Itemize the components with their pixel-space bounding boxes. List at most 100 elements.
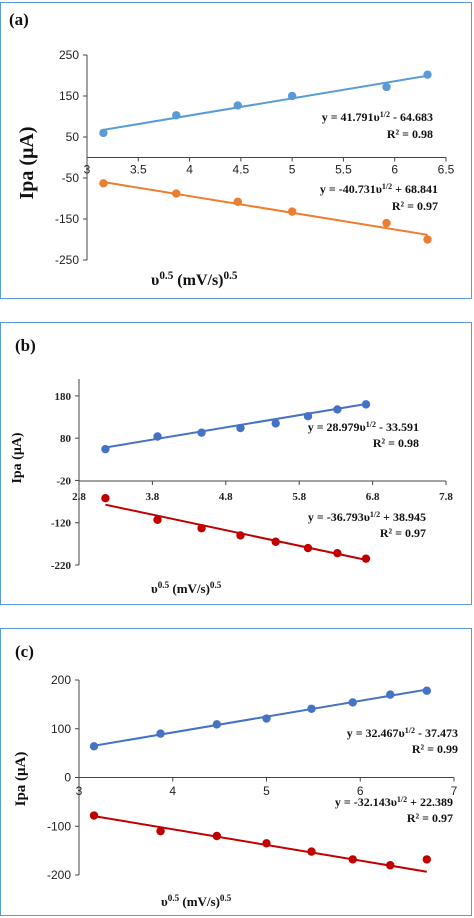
data-point (153, 515, 162, 524)
data-point (303, 543, 313, 553)
data-point (348, 698, 357, 707)
x-axis-title: υ0.5 (mV/s)0.5 (161, 893, 232, 909)
panel-c: (c) 200 100 0 -100 -200 3 4 5 6 7 Ipa (μA) υ0.5 (mV/… (0, 628, 472, 916)
data-point (307, 704, 316, 713)
data-point (101, 494, 110, 503)
panel-b: (b) 180 80 -20 -120 -220 2.8 3.8 4.8 5.8 6.8 7.8 Ipa… (0, 322, 472, 605)
x-tick-label: 3 (84, 163, 91, 177)
data-point (153, 432, 162, 441)
data-point (287, 207, 297, 216)
data-point (271, 419, 280, 428)
y-tick-label: 80 (60, 433, 72, 445)
chart-b: (b) 180 80 -20 -120 -220 2.8 3.8 4.8 5.8 6.8 7.8 Ipa… (10, 336, 453, 596)
y-tick-label: 50 (66, 130, 80, 144)
data-point (423, 235, 432, 244)
trendline-2 (103, 181, 428, 236)
data-point (382, 218, 391, 228)
data-point (156, 729, 165, 738)
x-tick-label: 5.8 (292, 491, 306, 503)
equation-1: y = 28.979υ1/2 - 33.591 (308, 420, 419, 435)
y-tick-label: -150 (55, 212, 79, 226)
data-point (262, 839, 271, 848)
y-axis-title: Ipa (μA) (10, 432, 25, 483)
r-squared-2: R² = 0.97 (392, 199, 438, 213)
equation-1: y = 32.467υ1/2 - 37.473 (347, 726, 458, 741)
y-tick-label: -50 (62, 171, 80, 185)
data-point (233, 101, 242, 110)
y-tick-label: 100 (51, 722, 71, 736)
data-point (386, 690, 395, 699)
data-point (333, 548, 342, 558)
x-tick-label: 7.8 (439, 491, 453, 503)
trendline-1 (103, 74, 428, 131)
x-tick-label: 3 (76, 784, 83, 798)
data-point (212, 831, 222, 841)
data-point (99, 128, 108, 138)
equation-2: y = -40.731υ1/2 + 68.841 (320, 182, 438, 197)
x-tick-label: 6 (357, 784, 364, 798)
chart-c: (c) 200 100 0 -100 -200 3 4 5 6 7 Ipa (μA) υ0.5 (mV/… (13, 642, 458, 909)
data-point (236, 531, 245, 540)
data-point (382, 82, 391, 92)
x-tick-label: 7 (451, 784, 458, 798)
y-tick-label: 150 (59, 89, 79, 103)
x-tick-label: 3.5 (130, 163, 147, 177)
panel-label: (b) (15, 336, 36, 355)
y-tick-label: 250 (59, 48, 79, 62)
y-tick-label: -120 (51, 518, 72, 530)
x-tick-label: 3.8 (146, 491, 160, 503)
y-tick-label: -220 (51, 560, 72, 572)
panel-label: (c) (15, 642, 34, 661)
y-tick-label: -100 (47, 819, 71, 833)
x-tick-label: 6 (391, 163, 398, 177)
data-point (386, 861, 395, 870)
data-point (303, 412, 313, 421)
trendline-2 (105, 503, 367, 561)
panel-a: (a) 250 150 50 -50 -150 -250 3 3.5 4 4.5 5 5.5 6 6.5 Ip… (0, 2, 472, 299)
equation-1: y = 41.791υ1/2 - 64.683 (322, 110, 433, 125)
data-point (101, 444, 110, 454)
trendline-1 (93, 688, 427, 747)
chart-a: (a) 250 150 50 -50 -150 -250 3 3.5 4 4.5 5 5.5 6 6.5 Ip… (9, 10, 455, 289)
y-axis-title: Ipa (μA) (13, 752, 29, 807)
data-point (99, 179, 108, 188)
y-tick-label: -200 (47, 868, 71, 882)
x-tick-label: 5 (263, 784, 270, 798)
x-tick-label: 4.5 (233, 163, 250, 177)
r-squared-1: R² = 0.98 (373, 436, 419, 450)
data-point (262, 714, 271, 723)
x-axis-title: υ0.5 (mV/s)0.5 (151, 580, 222, 596)
y-tick-label: 200 (51, 673, 71, 687)
data-point (333, 405, 342, 414)
data-point (197, 524, 206, 533)
data-point (197, 428, 206, 437)
equation-2: y = -36.793υ1/2 + 38.945 (308, 510, 426, 525)
x-tick-label: 4.8 (219, 491, 233, 503)
data-point (422, 686, 432, 695)
x-tick-label: 6.8 (366, 491, 380, 503)
data-point (233, 197, 242, 206)
y-tick-label: 0 (64, 771, 71, 785)
data-point (172, 189, 181, 198)
data-point (361, 400, 371, 409)
data-point (172, 111, 181, 120)
y-axis-title: Ipa (μA) (16, 126, 38, 199)
x-tick-label: 5 (289, 163, 296, 177)
y-tick-label: 180 (55, 391, 72, 403)
x-tick-label: 2.8 (72, 491, 86, 503)
data-point (236, 423, 245, 433)
data-point (89, 742, 99, 751)
y-tick-label: -20 (56, 475, 71, 487)
data-point (307, 847, 316, 856)
x-tick-label: 4 (169, 784, 176, 798)
x-tick-label: 6.5 (438, 163, 455, 177)
x-tick-label: 4 (186, 163, 193, 177)
r-squared-1: R² = 0.99 (412, 742, 458, 756)
data-point (156, 826, 165, 836)
data-point (361, 554, 371, 563)
r-squared-1: R² = 0.98 (387, 127, 433, 141)
data-point (348, 855, 357, 864)
r-squared-2: R² = 0.97 (380, 526, 426, 540)
x-tick-label: 5.5 (335, 163, 352, 177)
equation-2: y = -32.143υ1/2 + 22.389 (335, 795, 453, 810)
